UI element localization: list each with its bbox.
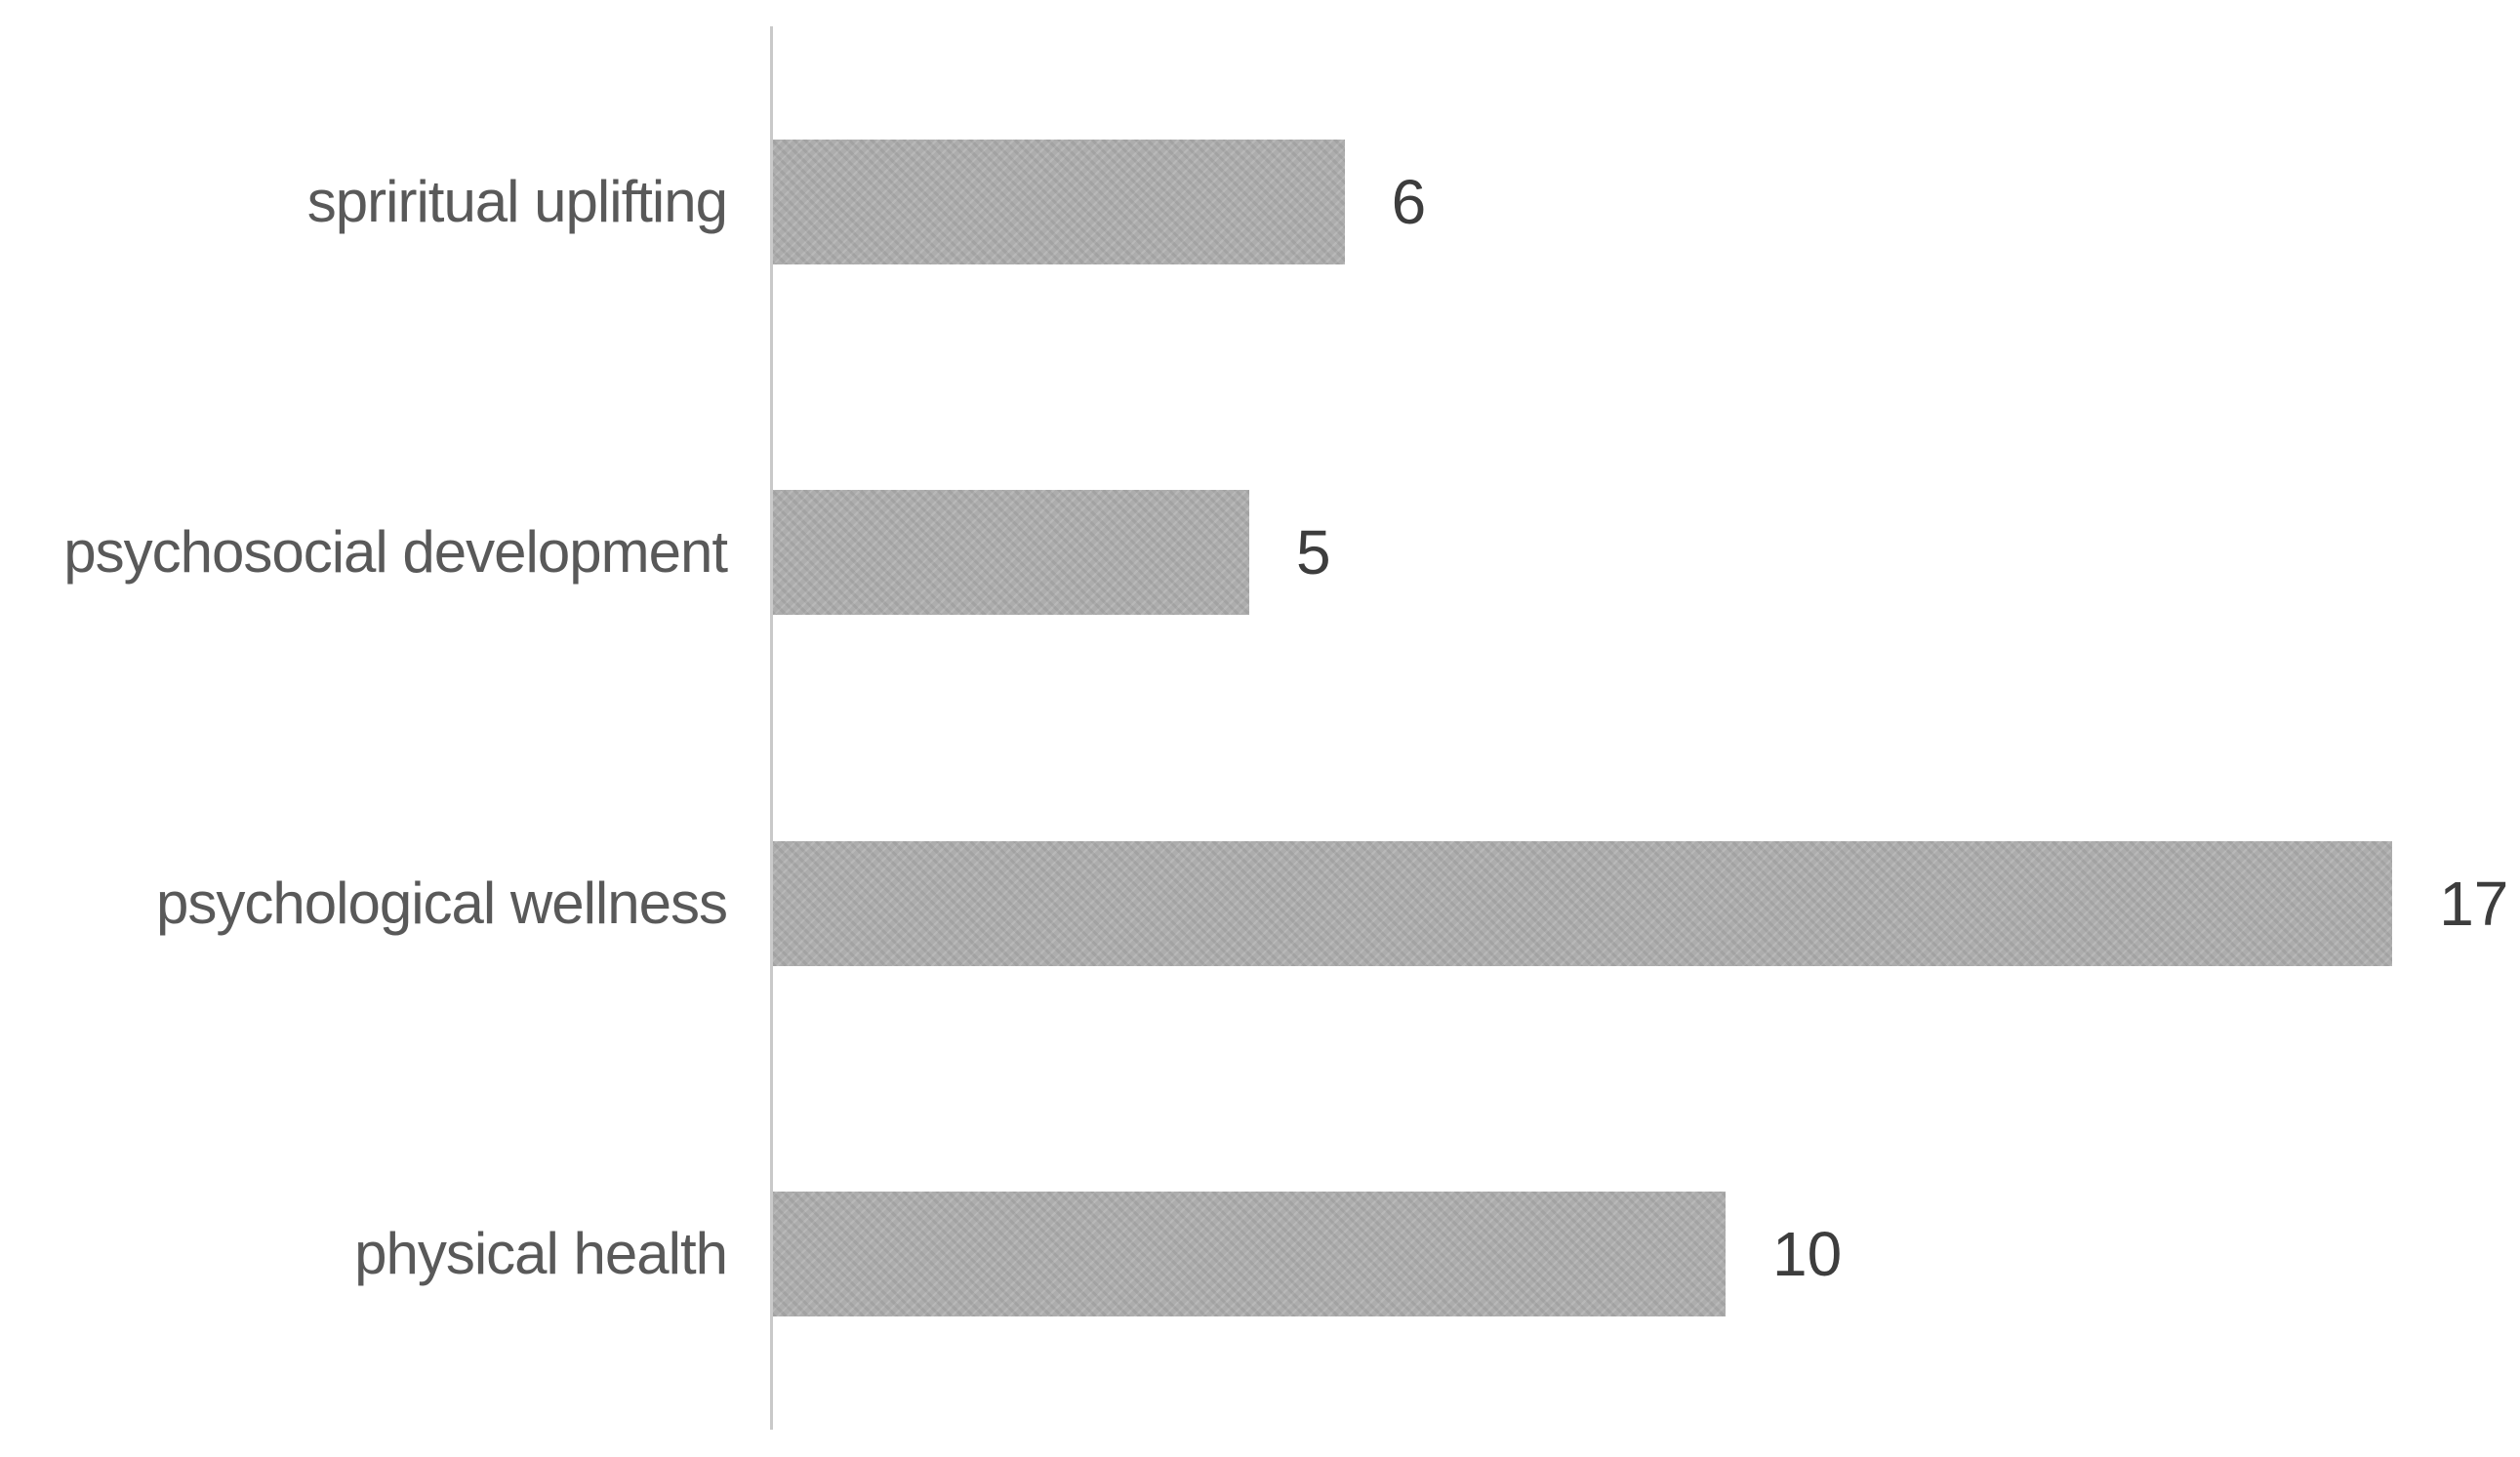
category-label: psychosocial development — [63, 519, 728, 586]
value-label: 10 — [1772, 1219, 1843, 1290]
value-label: 6 — [1391, 166, 1427, 237]
bar — [773, 840, 2393, 966]
bar — [773, 490, 1249, 616]
y-axis-line — [770, 26, 773, 1430]
category-label: physical health — [354, 1221, 728, 1287]
category-label: psychological wellness — [156, 870, 728, 936]
category-label: spriritual uplifting — [306, 168, 728, 234]
bar — [773, 1192, 1726, 1317]
bar — [773, 139, 1345, 264]
value-label: 5 — [1296, 517, 1331, 588]
value-label: 17 — [2439, 868, 2509, 939]
